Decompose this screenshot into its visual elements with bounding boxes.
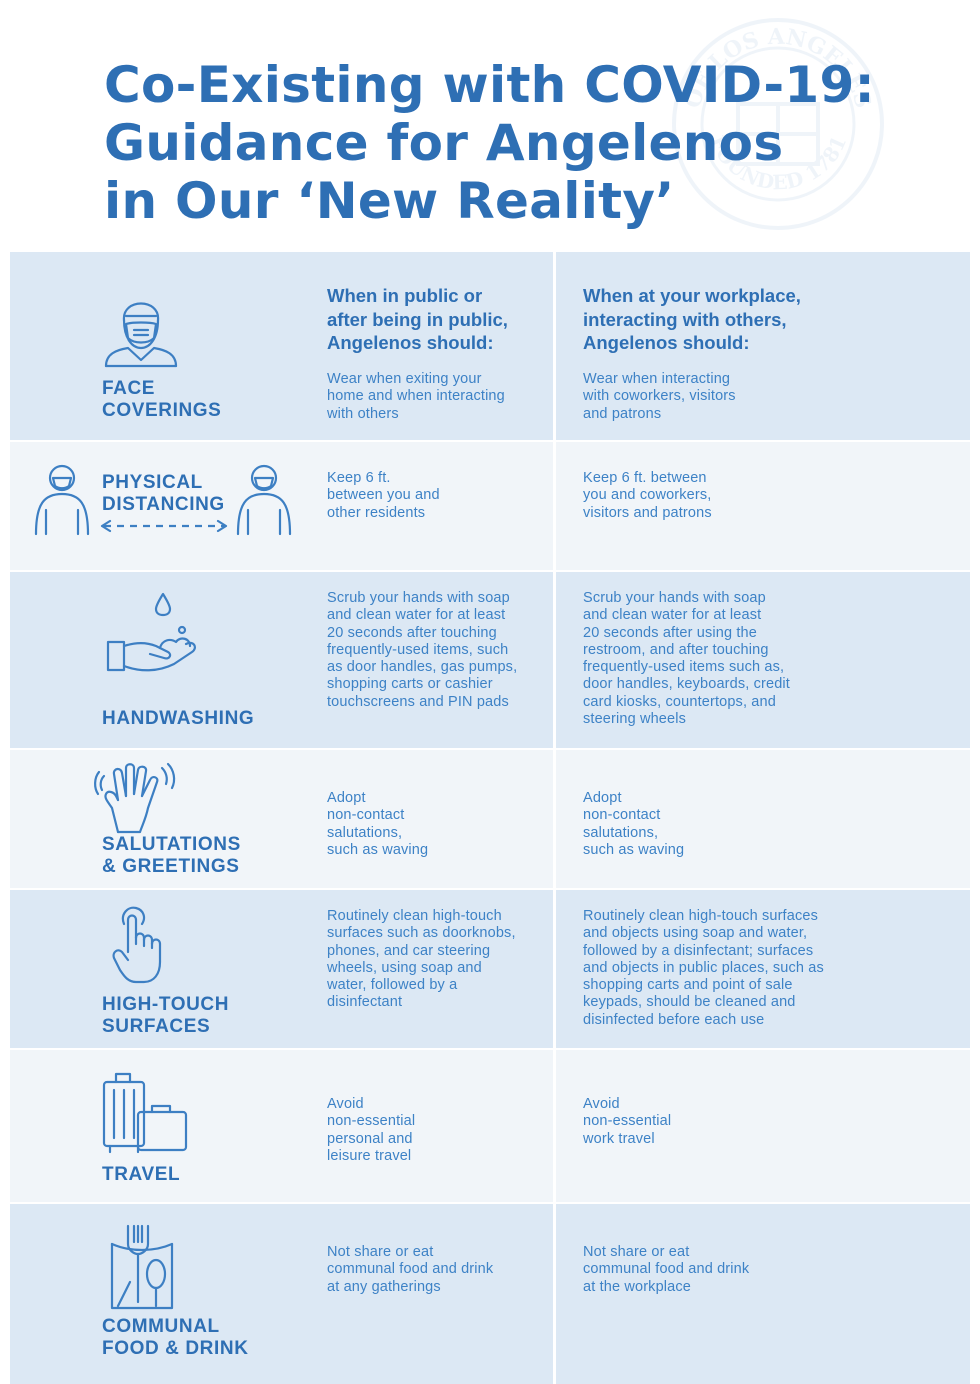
row-label-salutations: SALUTATIONS & GREETINGS [102, 834, 241, 877]
header-workplace: When at your workplace, interacting with… [583, 285, 801, 353]
header-public: When in public or after being in public,… [327, 285, 508, 353]
cell-workplace-handwashing: Scrub your hands with soap and clean wat… [583, 590, 790, 728]
cell-public-face-coverings: Wear when exiting your home and when int… [327, 371, 505, 422]
city-seal-watermark: OF LOS ANGELES FOUNDED 1781 [668, 14, 888, 234]
pointing-finger-icon [110, 904, 174, 988]
cell-workplace-physical-distancing: Keep 6 ft. between you and coworkers, vi… [583, 470, 712, 521]
column-divider [553, 1050, 556, 1202]
cell-public-salutations: Adopt non-contact salutations, such as w… [327, 790, 429, 858]
column-divider [553, 1204, 556, 1384]
title-line-2: Guidance for Angelenos [104, 114, 784, 172]
column-divider [553, 750, 556, 888]
cell-workplace-high-touch-surfaces: Routinely clean high-touch surfaces and … [583, 908, 824, 1028]
row-face-coverings: FACE COVERINGS When in public or after b… [10, 252, 970, 442]
title-line-1: Co-Existing with COVID-19: [104, 56, 875, 114]
row-label-travel: TRAVEL [102, 1164, 181, 1185]
row-label-physical-distancing: PHYSICAL DISTANCING [102, 472, 225, 515]
column-divider [553, 442, 556, 570]
luggage-icon [102, 1070, 192, 1154]
guidance-table: FACE COVERINGS When in public or after b… [10, 252, 970, 1384]
cell-public-handwashing: Scrub your hands with soap and clean wat… [327, 590, 518, 710]
two-people-distance-icon [28, 464, 298, 544]
cell-public-travel: Avoid non-essential personal and leisure… [327, 1096, 416, 1164]
column-divider [553, 252, 556, 440]
row-travel: TRAVEL Avoid non-essential personal and … [10, 1050, 970, 1204]
row-handwashing: HANDWASHING Scrub your hands with soap a… [10, 572, 970, 750]
cell-public-high-touch-surfaces: Routinely clean high-touch surfaces such… [327, 908, 516, 1011]
row-physical-distancing: PHYSICAL DISTANCING Keep 6 ft. between y… [10, 442, 970, 572]
cell-workplace-communal-food-drink: Not share or eat communal food and drink… [583, 1244, 750, 1295]
cell-public-physical-distancing: Keep 6 ft. between you and other residen… [327, 470, 440, 521]
cell-workplace-salutations: Adopt non-contact salutations, such as w… [583, 790, 685, 858]
column-divider [553, 890, 556, 1048]
cell-workplace-travel: Avoid non-essential work travel [583, 1096, 672, 1147]
row-label-high-touch-surfaces: HIGH-TOUCH SURFACES [102, 994, 230, 1037]
row-label-communal-food-drink: COMMUNAL FOOD & DRINK [102, 1316, 249, 1359]
column-divider [553, 572, 556, 748]
row-communal-food-drink: COMMUNAL FOOD & DRINK Not share or eat c… [10, 1204, 970, 1384]
row-label-face-coverings: FACE COVERINGS [102, 378, 222, 421]
waving-hand-icon [94, 762, 176, 836]
title-line-3: in Our ‘New Reality’ [104, 172, 675, 230]
face-mask-icon [102, 290, 182, 368]
cell-workplace-face-coverings: Wear when interacting with coworkers, vi… [583, 371, 736, 422]
cell-public-communal-food-drink: Not share or eat communal food and drink… [327, 1244, 494, 1295]
utensils-icon [110, 1222, 176, 1312]
handwashing-icon [106, 590, 202, 676]
page-title: Co-Existing with COVID-19: Guidance for … [104, 56, 924, 230]
row-high-touch-surfaces: HIGH-TOUCH SURFACES Routinely clean high… [10, 890, 970, 1050]
row-salutations: SALUTATIONS & GREETINGS Adopt non-contac… [10, 750, 970, 890]
row-label-handwashing: HANDWASHING [102, 708, 255, 729]
